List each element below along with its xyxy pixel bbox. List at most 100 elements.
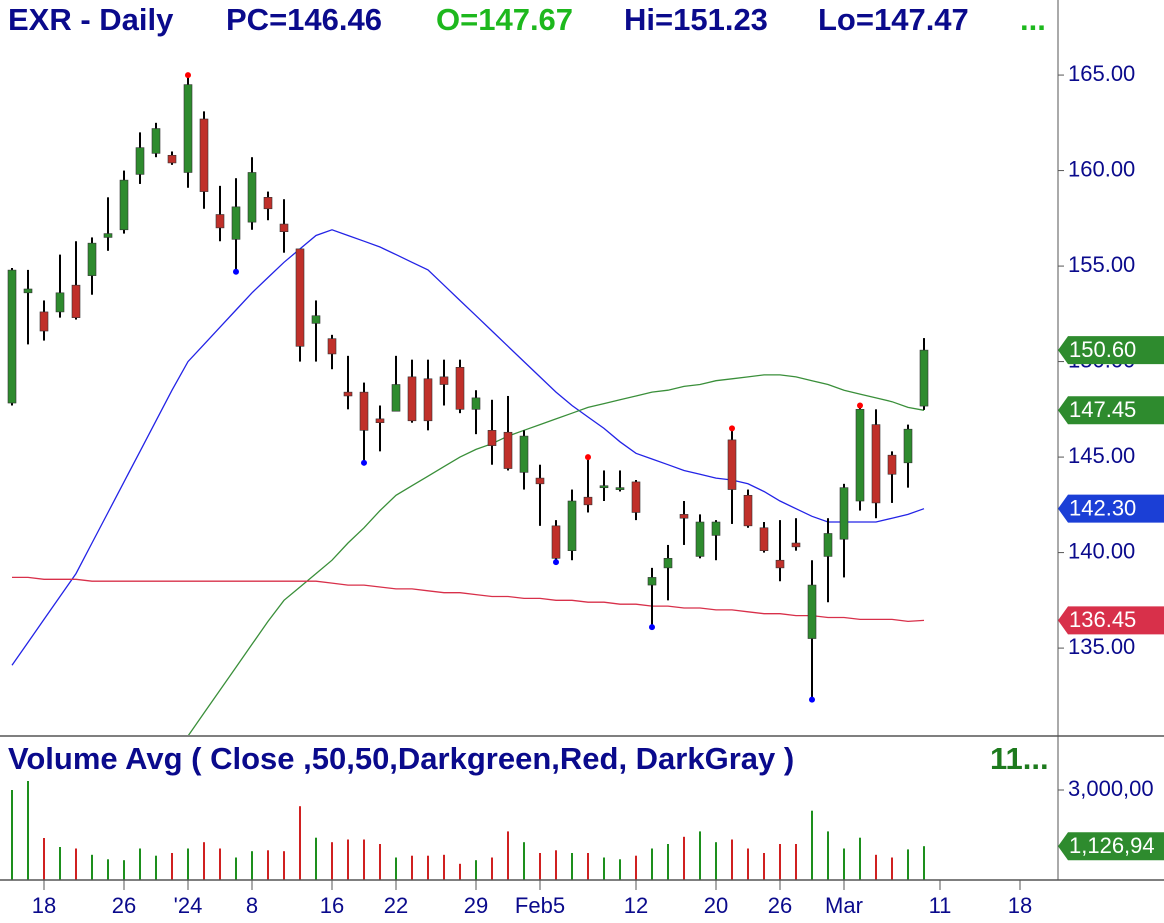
volume-bar (699, 831, 701, 880)
y-tick-label: 140.00 (1068, 538, 1135, 563)
candle-body (807, 584, 817, 639)
volume-bar (779, 844, 781, 880)
last-value-label: 147.45 (1069, 397, 1136, 422)
volume-bar (795, 844, 797, 880)
candle-body (263, 197, 273, 210)
volume-bar (363, 839, 365, 880)
last-volume-label-box (1058, 832, 1164, 861)
candle-body (839, 487, 849, 540)
candle-body (679, 514, 689, 519)
quote-label: ... (1020, 2, 1046, 37)
candle-body (695, 521, 705, 557)
x-tick-label: 18 (32, 893, 56, 918)
candle-body (743, 494, 753, 527)
last-value-label-box (1058, 396, 1164, 425)
swing-high-dot (729, 425, 735, 432)
swing-low-dot (233, 268, 239, 275)
swing-low-dot (809, 696, 815, 703)
volume-bar (539, 853, 541, 880)
quote-label: Hi=151.23 (624, 2, 768, 37)
volume-bar (75, 848, 77, 880)
candle-body (503, 431, 513, 469)
x-tick-label: 26 (112, 893, 136, 918)
moving-average-line (11, 229, 925, 666)
volume-bar (507, 831, 509, 880)
y-tick-label: 145.00 (1068, 443, 1135, 468)
moving-average-line (187, 374, 925, 735)
x-tick-label: 22 (384, 893, 408, 918)
volume-bar (187, 848, 189, 880)
volume-bar (587, 853, 589, 880)
volume-bar (267, 850, 269, 880)
x-tick-label: 16 (320, 893, 344, 918)
x-tick-label: 20 (704, 893, 728, 918)
volume-bar (523, 842, 525, 880)
volume-bar (843, 848, 845, 880)
volume-bar (251, 851, 253, 880)
x-tick-label: 11 (929, 893, 952, 918)
candle-body (631, 481, 641, 513)
volume-bar (731, 839, 733, 880)
y-tick-label: 155.00 (1068, 252, 1135, 277)
candle-body (71, 284, 81, 318)
candle-body (519, 435, 529, 473)
candle-body (487, 430, 497, 446)
last-volume-label: 1,126,94 (1069, 833, 1155, 858)
volume-bar (827, 831, 829, 880)
volume-bar (171, 853, 173, 880)
candle-body (279, 223, 289, 232)
swing-high-dot (585, 454, 591, 461)
swing-low-dot (649, 624, 655, 631)
volume-bar (43, 838, 45, 880)
volume-bar (155, 855, 157, 880)
volume-bar (811, 810, 813, 880)
volume-bar (91, 854, 93, 880)
axes: 135.00140.00145.00150.00155.00160.00165.… (32, 61, 1154, 918)
candle-body (311, 315, 321, 324)
volume-bar (347, 839, 349, 880)
quote-label: O=147.67 (436, 2, 573, 37)
last-value-label: 142.30 (1069, 495, 1136, 520)
volume-bar (475, 860, 477, 880)
candle-body (119, 179, 129, 231)
x-tick-label: 26 (768, 893, 792, 918)
candle-body (535, 477, 545, 485)
candle-body (919, 349, 929, 407)
y-tick-label: 135.00 (1068, 634, 1135, 659)
volume-bar (395, 857, 397, 880)
candle-body (887, 454, 897, 475)
candle-body (775, 559, 785, 569)
candle-body (455, 367, 465, 410)
moving-average-line (12, 576, 925, 623)
candle-body (343, 391, 353, 397)
y-tick-label: 165.00 (1068, 61, 1135, 86)
candle-body (615, 487, 625, 490)
x-tick-label: '24 (174, 893, 203, 918)
candle-body (375, 418, 385, 424)
last-value-label: 136.45 (1069, 607, 1136, 632)
volume-bar (875, 854, 877, 880)
volume-bar (651, 848, 653, 880)
volume-bar (283, 851, 285, 880)
volume-bar (891, 857, 893, 880)
volume-bar (715, 842, 717, 880)
candle-body (855, 409, 865, 502)
candle-body (759, 527, 769, 551)
candle-body (471, 397, 481, 410)
volume-bar (747, 848, 749, 880)
candle-body (23, 288, 33, 294)
candle-body (711, 521, 721, 536)
volume-bar (139, 848, 141, 880)
volume-panel (11, 781, 925, 880)
quote-label: Lo=147.47 (818, 2, 969, 37)
candle-body (391, 384, 401, 412)
volume-bar (763, 853, 765, 880)
volume-bar (443, 854, 445, 880)
volume-bar (859, 837, 861, 880)
chart-title: EXR - Daily (8, 2, 174, 37)
x-tick-label: Mar (825, 893, 863, 918)
candle-body (87, 242, 97, 276)
volume-bar (235, 857, 237, 880)
